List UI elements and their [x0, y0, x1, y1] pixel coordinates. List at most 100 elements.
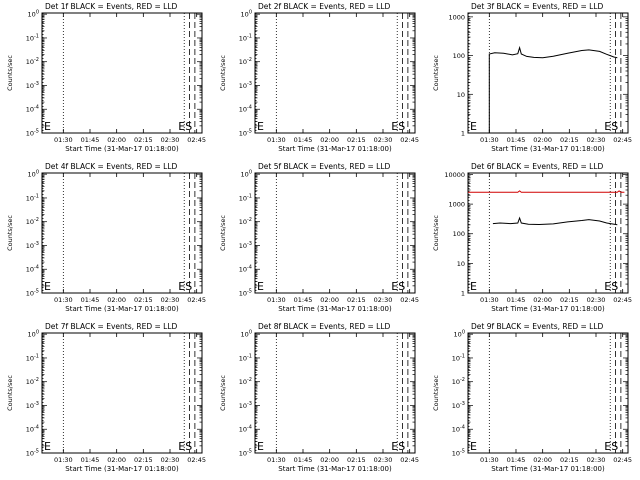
- y-tick-base: 10: [26, 378, 34, 386]
- y-tick-label: 10-2: [26, 377, 39, 386]
- y-tick-label: 10-2: [26, 217, 39, 226]
- y-tick-exponent: -4: [247, 265, 252, 271]
- y-tick-base: 10: [239, 450, 247, 458]
- x-tick-label: 01:45: [507, 456, 526, 464]
- y-tick-label: 10-1: [26, 193, 39, 202]
- y-tick-exponent: 0: [462, 330, 465, 336]
- x-tick-label: 02:30: [161, 296, 180, 304]
- y-tick-base: 10: [239, 242, 247, 250]
- y-tick-exponent: -1: [247, 353, 252, 359]
- y-tick-label: 10000: [444, 171, 465, 179]
- x-tick-label: 01:45: [507, 296, 526, 304]
- x-tick-label: 01:45: [507, 136, 526, 144]
- y-tick-base: 10: [241, 331, 249, 339]
- y-tick-label: 10-3: [239, 401, 252, 410]
- x-axis-label: Start Time (31-Mar-17 01:18:00): [278, 465, 392, 473]
- marker-label: ES: [178, 120, 192, 133]
- y-tick-label: 10-3: [26, 241, 39, 250]
- y-tick-label: 10-5: [239, 449, 252, 458]
- y-tick-exponent: 0: [249, 330, 252, 336]
- y-tick-exponent: 0: [36, 330, 39, 336]
- y-tick-label: 10-1: [239, 193, 252, 202]
- panel-title: Det 8f BLACK = Events, RED = LLD: [258, 322, 391, 331]
- x-tick-label: 02:45: [613, 136, 632, 144]
- panel-title: Det 1f BLACK = Events, RED = LLD: [45, 2, 178, 11]
- x-axis-label: Start Time (31-Mar-17 01:18:00): [278, 145, 392, 153]
- y-tick-exponent: -1: [247, 33, 252, 39]
- y-tick-label: 10-3: [26, 401, 39, 410]
- y-tick-exponent: 0: [249, 170, 252, 176]
- y-tick-exponent: -5: [34, 129, 39, 135]
- y-tick-exponent: -2: [34, 377, 39, 383]
- y-tick-exponent: -3: [34, 241, 39, 247]
- x-tick-label: 02:45: [187, 296, 206, 304]
- y-tick-exponent: -4: [247, 425, 252, 431]
- y-tick-exponent: -5: [247, 449, 252, 455]
- panel-title: Det 4f BLACK = Events, RED = LLD: [45, 162, 178, 171]
- y-tick-exponent: -2: [460, 377, 465, 383]
- y-tick-label: 100: [241, 170, 252, 179]
- data-series-line: [468, 190, 625, 193]
- plot-frame: [41, 12, 203, 134]
- marker-label: ES: [391, 120, 405, 133]
- y-tick-label: 10-3: [239, 241, 252, 250]
- x-tick-label: 02:30: [161, 456, 180, 464]
- y-tick-base: 10: [454, 331, 462, 339]
- plot-frame: [254, 332, 416, 454]
- x-tick-label: 01:45: [81, 136, 100, 144]
- panel-title: Det 2f BLACK = Events, RED = LLD: [258, 2, 391, 11]
- y-tick-label: 100: [28, 10, 39, 19]
- y-tick-exponent: 0: [36, 10, 39, 16]
- x-tick-label: 02:45: [400, 136, 419, 144]
- x-tick-label: 02:45: [187, 136, 206, 144]
- x-tick-label: 02:00: [533, 136, 552, 144]
- y-tick-base: 10: [239, 378, 247, 386]
- y-tick-exponent: -2: [247, 57, 252, 63]
- y-axis-label: Counts/sec: [432, 55, 440, 91]
- y-tick-base: 10: [26, 106, 34, 114]
- y-tick-label: 10-5: [239, 129, 252, 138]
- panel-3: Det 3f BLACK = Events, RED = LLD Counts/s…: [432, 2, 632, 153]
- panel-6: Det 6f BLACK = Events, RED = LLD Counts/s…: [432, 162, 632, 313]
- marker-label: E: [470, 280, 477, 293]
- y-tick-exponent: -1: [34, 353, 39, 359]
- panel-9: Det 9f BLACK = Events, RED = LLD Counts/s…: [432, 322, 632, 473]
- y-tick-label: 10-1: [452, 353, 465, 362]
- y-tick-label: 10-2: [239, 217, 252, 226]
- marker-label: E: [44, 120, 51, 133]
- y-tick-base: 10: [28, 11, 36, 19]
- y-tick-base: 10: [239, 106, 247, 114]
- y-tick-label: 10-1: [26, 33, 39, 42]
- x-tick-label: 01:30: [480, 456, 499, 464]
- y-tick-base: 10: [239, 34, 247, 42]
- y-tick-label: 10-1: [239, 353, 252, 362]
- x-axis-label: Start Time (31-Mar-17 01:18:00): [65, 465, 179, 473]
- y-tick-exponent: -2: [34, 57, 39, 63]
- y-tick-base: 10: [241, 171, 249, 179]
- y-tick-base: 10: [26, 290, 34, 298]
- marker-label: ES: [391, 440, 405, 453]
- x-tick-label: 02:30: [587, 296, 606, 304]
- y-tick-label: 10-5: [239, 289, 252, 298]
- x-tick-label: 02:15: [134, 296, 153, 304]
- y-tick-label: 100: [453, 230, 465, 238]
- y-tick-base: 10: [26, 402, 34, 410]
- marker-label: E: [470, 440, 477, 453]
- panel-1: Det 1f BLACK = Events, RED = LLD Counts/s…: [6, 2, 206, 153]
- panel-7: Det 7f BLACK = Events, RED = LLD Counts/s…: [6, 322, 206, 473]
- x-axis-label: Start Time (31-Mar-17 01:18:00): [491, 305, 605, 313]
- y-tick-exponent: -5: [34, 449, 39, 455]
- x-tick-label: 02:00: [320, 136, 339, 144]
- marker-label: E: [44, 440, 51, 453]
- panel-title: Det 6f BLACK = Events, RED = LLD: [471, 162, 604, 171]
- y-tick-label: 10-2: [452, 377, 465, 386]
- y-tick-exponent: -3: [247, 401, 252, 407]
- x-tick-label: 01:45: [294, 296, 313, 304]
- y-tick-label: 10-4: [452, 425, 465, 434]
- x-tick-label: 02:00: [320, 296, 339, 304]
- y-tick-base: 10: [28, 331, 36, 339]
- y-tick-exponent: -3: [247, 241, 252, 247]
- plot-frame: [467, 332, 629, 454]
- x-tick-label: 01:45: [294, 456, 313, 464]
- y-tick-base: 10: [239, 426, 247, 434]
